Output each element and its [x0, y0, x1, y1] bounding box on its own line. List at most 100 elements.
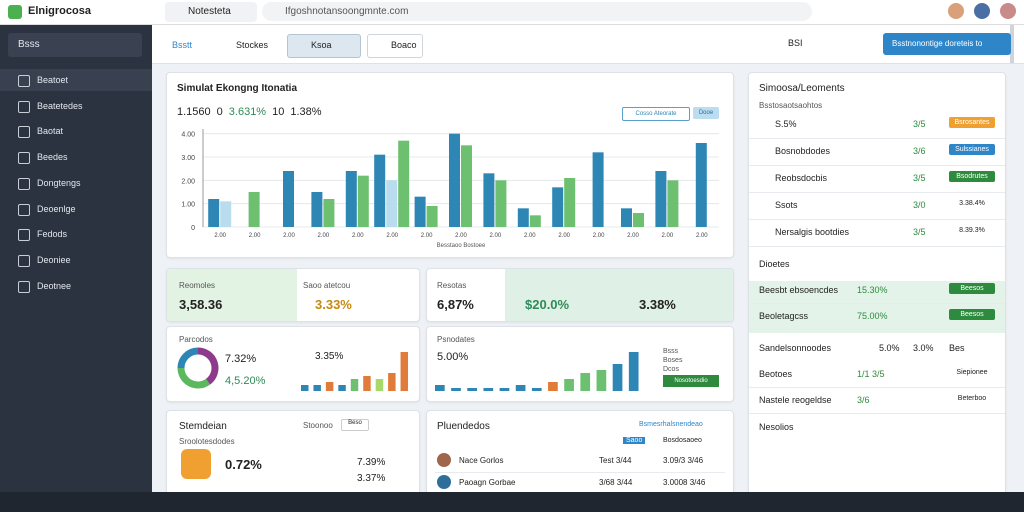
list-value: 3/5 — [913, 119, 926, 129]
list-tag[interactable]: 8.39.3% — [959, 227, 985, 234]
legend-entry: Bsss — [663, 348, 679, 355]
count: BSI — [788, 38, 803, 48]
menu-item[interactable]: Beedes — [37, 152, 68, 163]
section-value: 5.0% — [879, 343, 900, 353]
row-line — [749, 246, 1005, 247]
topbar: BSI Bsstnonontige doreteis to Bsstt Stock… — [152, 25, 1024, 64]
row-line — [749, 413, 1005, 414]
list-value: 75.00% — [857, 311, 888, 321]
card-title: Pluendedos — [437, 421, 490, 432]
avatar — [437, 475, 451, 489]
button[interactable]: Cosso Ateorate — [622, 107, 690, 121]
tab-active[interactable] — [287, 34, 361, 58]
x-caption: Besstaoo Bostoee — [437, 243, 486, 249]
x-tick-label: 2.00 — [627, 233, 639, 239]
stat: 3.631% — [228, 106, 267, 118]
menu-item[interactable]: Deoniee — [37, 254, 71, 265]
list-tag[interactable]: Beterboo — [957, 395, 987, 402]
card-title: Psnodates — [437, 335, 475, 344]
tab[interactable]: Boaco — [391, 40, 417, 50]
list-tag[interactable]: Siepionee — [956, 369, 988, 376]
bar — [311, 192, 323, 227]
menu-item[interactable]: Baotat — [37, 126, 64, 137]
list-tag[interactable]: Bsrosantes — [949, 117, 995, 128]
url: Ifgoshnotansoongmnte.com — [285, 6, 409, 17]
menu-item[interactable]: Beatetedes — [37, 100, 83, 111]
kpi-value: 3.38% — [639, 297, 676, 312]
table-header: Bosdosaoeo — [663, 437, 702, 444]
value: 5.00% — [437, 351, 469, 363]
donut-slice — [177, 367, 211, 389]
primary-button[interactable] — [883, 33, 1011, 55]
label: Stoonoo — [303, 421, 333, 430]
button[interactable]: Nosotoesdio — [663, 375, 719, 387]
card-title: Stemdeian — [179, 421, 227, 432]
button[interactable]: Dooe — [693, 107, 719, 119]
y-tick-label: 0 — [191, 225, 195, 232]
bar — [323, 199, 335, 227]
menu-icon — [18, 280, 30, 293]
card-title: Simulat Ekongng Itonatia — [177, 83, 298, 94]
row-line — [749, 165, 1005, 166]
bar — [633, 213, 644, 227]
bar — [426, 206, 438, 227]
row-line — [749, 303, 1005, 304]
list-tag[interactable]: 3.38.4% — [959, 200, 985, 207]
avatar[interactable] — [1000, 3, 1016, 19]
row-line — [749, 192, 1005, 193]
list-tag[interactable]: Bsodrutes — [949, 171, 995, 182]
menu-item[interactable]: Fedods — [37, 229, 68, 240]
bar — [667, 180, 679, 227]
menu-item[interactable]: Dongtengs — [37, 177, 81, 188]
panel-title: Simoosa/Leoments — [759, 83, 845, 94]
bar — [248, 192, 260, 227]
mini-bar — [564, 379, 574, 391]
url-bar[interactable] — [262, 2, 812, 21]
x-tick-label: 2.00 — [455, 233, 467, 239]
value: 3.35% — [315, 351, 344, 362]
avatar[interactable] — [948, 3, 964, 19]
value: 7.39% — [357, 457, 386, 468]
bar — [357, 175, 369, 227]
menu-icon — [18, 75, 30, 87]
bar — [483, 173, 495, 227]
menu-icon — [18, 100, 30, 113]
tab[interactable] — [165, 2, 257, 22]
kpi-bg — [505, 269, 733, 321]
status-card: Stemdeian Sroolotesdodes 0.72% Stoonoo B… — [166, 410, 420, 498]
list-value: 3/6 — [913, 146, 926, 156]
x-tick-label: 2.00 — [249, 233, 261, 239]
menu-item[interactable]: Deoenlge — [37, 203, 76, 214]
list-tag[interactable]: Beesos — [949, 283, 995, 294]
menu-item[interactable]: Beatoet — [37, 75, 69, 85]
bar — [220, 201, 232, 227]
row-line — [435, 472, 725, 473]
bar — [283, 171, 294, 227]
x-tick-label: 2.00 — [283, 233, 295, 239]
tab[interactable]: Stockes — [236, 40, 269, 50]
bar — [495, 180, 507, 227]
tab[interactable]: Bsstt — [172, 40, 193, 50]
stats: 1.1560 0 3.631% 10 1.38% — [177, 106, 322, 118]
x-tick-label: 2.00 — [214, 233, 226, 239]
section-value: Bes — [949, 343, 965, 353]
avatar[interactable] — [974, 3, 990, 19]
tag[interactable]: Beso — [341, 419, 369, 431]
bar — [398, 140, 410, 227]
logo-icon — [8, 5, 22, 19]
tab[interactable]: Ksoa — [311, 40, 332, 50]
list-label: S.5% — [775, 119, 797, 129]
tab-box[interactable] — [367, 34, 423, 58]
list-tag[interactable]: Sulssianes — [949, 144, 995, 155]
link[interactable]: Bsmesrhalsnendeao — [639, 421, 703, 428]
bar-chart: 0 1.00 2.00 3.00 4.00 2.00 2.00 2.00 2.00 2.00 2.0… — [181, 129, 719, 249]
panel-subtitle: Bsstosaotsaohtos — [759, 101, 823, 110]
menu-item[interactable]: Deotnee — [37, 280, 72, 291]
active-item — [0, 69, 152, 91]
list-label: Beotoes — [759, 369, 793, 379]
list-tag[interactable]: Beesos — [949, 309, 995, 320]
table-cell: 3.0008 3/46 — [663, 478, 706, 487]
sidebar-header-box[interactable] — [8, 33, 142, 57]
mini-bar-chart — [435, 352, 639, 391]
